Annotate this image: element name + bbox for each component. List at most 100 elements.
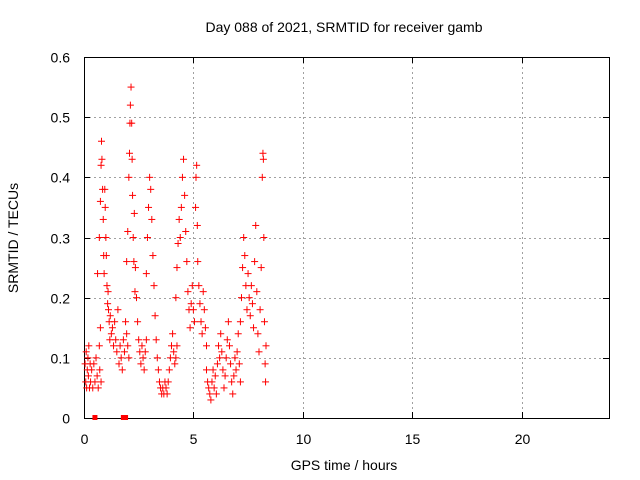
x-tick-label: 10	[296, 431, 312, 447]
data-point	[192, 203, 200, 211]
data-point	[114, 306, 122, 314]
data-point	[93, 372, 101, 380]
data-point	[257, 264, 265, 272]
data-point	[260, 234, 268, 241]
data-point	[193, 221, 201, 229]
data-point	[206, 390, 214, 398]
data-point	[213, 360, 221, 368]
data-point	[102, 252, 110, 260]
data-point	[96, 366, 104, 374]
data-point	[92, 354, 100, 362]
data-point	[177, 203, 185, 211]
data-point	[147, 185, 155, 193]
data-point	[113, 348, 121, 356]
data-point	[240, 234, 248, 241]
baseline-marker	[123, 415, 129, 420]
data-point	[138, 342, 146, 350]
data-point	[236, 318, 244, 326]
data-point	[211, 372, 219, 380]
data-point	[218, 348, 226, 356]
data-point	[133, 294, 140, 302]
data-point	[163, 390, 171, 398]
data-point	[246, 312, 254, 320]
chart-title: Day 088 of 2021, SRMTID for receiver gam…	[205, 19, 482, 35]
data-point	[165, 366, 173, 374]
data-point	[164, 378, 172, 386]
data-point	[256, 306, 264, 314]
data-point	[209, 366, 217, 374]
data-point	[101, 203, 109, 211]
data-point	[99, 215, 107, 223]
data-point	[182, 227, 190, 235]
data-point	[123, 330, 131, 338]
data-point	[229, 390, 237, 398]
data-point	[148, 215, 156, 223]
data-point	[197, 318, 205, 326]
data-point	[176, 234, 184, 241]
data-point	[112, 336, 120, 344]
data-point	[245, 294, 253, 302]
data-point	[122, 318, 130, 326]
data-point	[175, 215, 183, 223]
y-tick-label: 0.6	[51, 50, 71, 66]
data-point	[243, 306, 251, 314]
data-point	[217, 330, 225, 338]
data-point	[170, 348, 178, 356]
data-point	[236, 378, 244, 386]
data-point	[171, 360, 179, 368]
data-point	[82, 348, 90, 356]
data-point	[259, 149, 267, 157]
data-point	[117, 354, 125, 362]
data-point	[124, 342, 132, 350]
data-point	[143, 234, 151, 241]
data-point	[216, 354, 224, 362]
data-point	[146, 173, 154, 181]
data-point	[233, 348, 241, 356]
data-point	[196, 300, 204, 308]
data-point	[115, 360, 123, 368]
data-point	[162, 384, 170, 392]
data-point	[235, 360, 243, 368]
data-point	[130, 209, 138, 217]
grid	[84, 57, 609, 418]
data-point	[106, 312, 114, 320]
y-tick-label: 0	[62, 411, 70, 427]
data-point	[94, 270, 102, 278]
data-point	[193, 161, 201, 169]
data-point	[223, 336, 231, 344]
data-point	[103, 282, 111, 290]
data-point	[189, 306, 197, 314]
data-point	[154, 366, 162, 374]
data-point	[180, 155, 188, 163]
data-point	[173, 264, 181, 272]
data-point	[241, 252, 249, 260]
y-tick-label: 0.2	[51, 291, 71, 307]
data-point	[244, 270, 252, 278]
data-point	[100, 270, 108, 278]
data-point	[253, 288, 261, 296]
data-point	[98, 155, 106, 163]
data-point	[262, 378, 270, 386]
data-point	[104, 288, 112, 296]
data-point	[102, 234, 110, 241]
data-point	[128, 119, 136, 127]
data-point	[128, 155, 136, 163]
data-point	[126, 101, 134, 109]
data-point	[95, 342, 103, 350]
data-point	[198, 330, 206, 338]
data-point	[188, 282, 196, 290]
data-point	[84, 354, 92, 362]
data-point	[208, 378, 216, 386]
data-point	[227, 360, 235, 368]
data-point	[152, 336, 160, 344]
data-point	[97, 161, 105, 169]
data-point	[222, 354, 230, 362]
data-point	[85, 342, 93, 350]
data-point	[95, 234, 103, 241]
data-point	[225, 342, 233, 350]
axis-ticks	[84, 57, 609, 419]
data-point	[192, 173, 200, 181]
x-tick-label: 0	[81, 431, 89, 447]
data-point	[250, 324, 258, 332]
